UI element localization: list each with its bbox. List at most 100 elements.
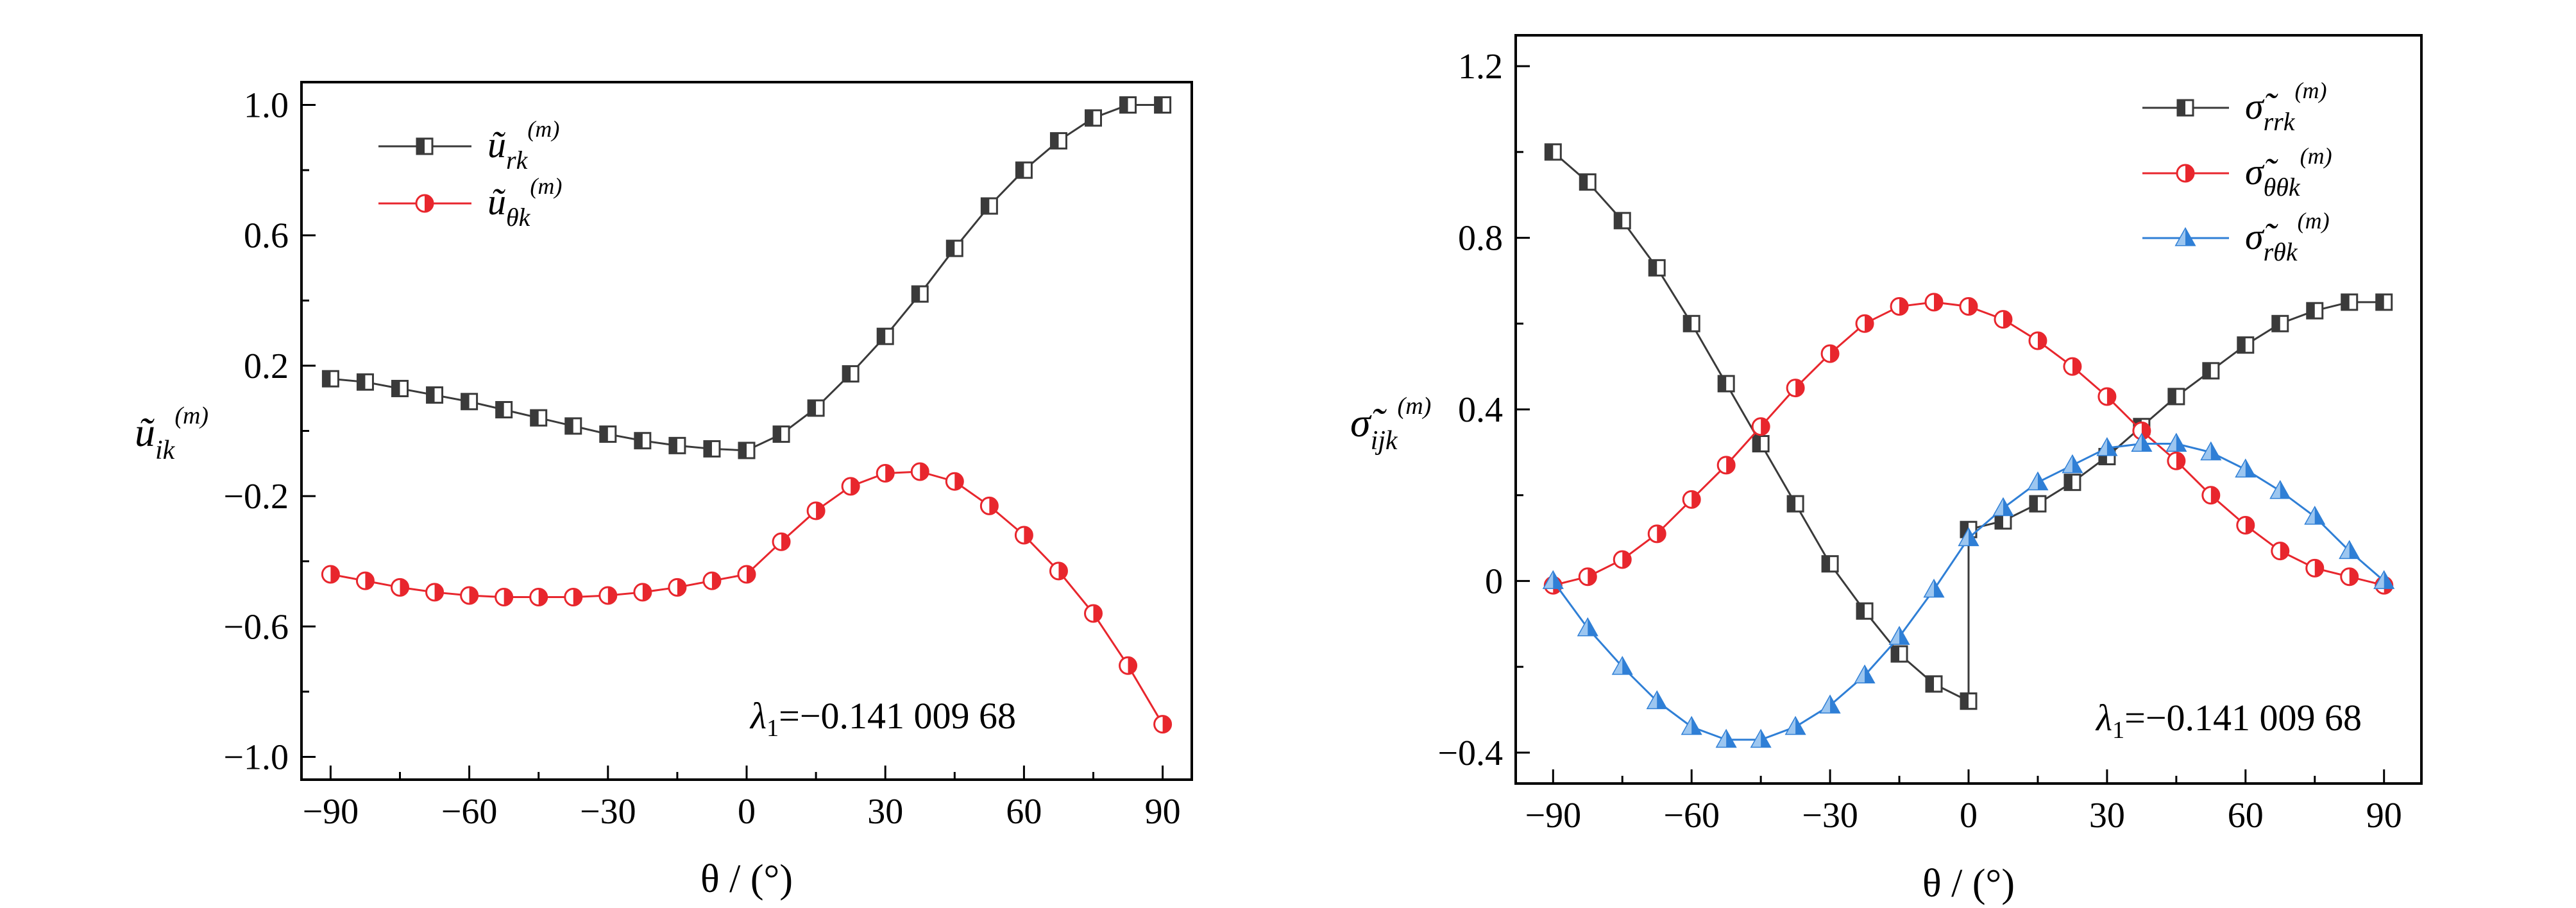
data-point — [1577, 617, 1598, 637]
data-point — [2305, 558, 2325, 578]
data-point — [2237, 336, 2255, 354]
data-point — [426, 386, 444, 404]
data-point — [1544, 143, 1562, 161]
data-point — [2167, 388, 2185, 406]
data-point — [1924, 293, 1944, 312]
series-0 — [1544, 143, 2393, 710]
data-point — [668, 436, 686, 454]
data-point — [807, 399, 825, 417]
series-1 — [321, 462, 1173, 734]
data-point — [979, 496, 999, 515]
x-tick-label: 0 — [1960, 796, 1978, 835]
x-tick-label: 30 — [2089, 796, 2125, 835]
y-tick-label: 0.8 — [1458, 219, 1503, 259]
data-point — [1750, 728, 1772, 748]
data-point — [2375, 293, 2393, 311]
data-point — [495, 588, 514, 607]
data-point — [1049, 132, 1067, 150]
data-point — [841, 477, 860, 496]
y-tick-label: 0.4 — [1458, 390, 1503, 430]
data-point — [425, 583, 445, 602]
data-point — [1716, 456, 1736, 475]
data-point — [1888, 626, 1910, 645]
data-point — [1578, 567, 1597, 587]
series-2 — [1542, 433, 2395, 748]
legend-marker-sigma-thetathetak — [2176, 164, 2195, 183]
data-point — [1925, 675, 1943, 693]
data-point — [1153, 715, 1173, 734]
data-point — [1014, 526, 1033, 545]
legend-marker-u-thetak — [415, 194, 434, 213]
data-point — [1579, 173, 1597, 191]
data-point — [1682, 490, 1701, 509]
data-point — [945, 472, 964, 491]
data-point — [2271, 542, 2290, 561]
x-tick-label: −60 — [441, 792, 498, 832]
x-axis-ticks: −90 −60 −30 0 30 60 90 — [1525, 769, 2402, 835]
data-point — [1648, 259, 1666, 277]
series-layer — [1542, 143, 2395, 748]
data-point — [1154, 96, 1172, 114]
legend-marker-shape — [2176, 164, 2195, 183]
series-line — [330, 104, 1163, 452]
data-point — [1682, 314, 1700, 332]
legend-marker-sigma-rrk — [2176, 99, 2194, 117]
data-point — [530, 409, 548, 427]
data-point — [355, 571, 375, 590]
data-point — [1821, 555, 1839, 573]
data-point — [1083, 604, 1103, 623]
data-point — [842, 365, 860, 383]
data-point — [634, 432, 652, 450]
legend-entry-sigma-rrk: σ̃rrk(m) — [2142, 78, 2326, 136]
data-point — [1681, 715, 1702, 735]
x-tick-label: 90 — [2366, 796, 2402, 835]
data-point — [598, 586, 618, 605]
data-point — [772, 532, 791, 551]
y-axis-ticks: −0.4 0 0.4 0.8 1.2 — [1437, 47, 1530, 773]
data-point — [1751, 417, 1770, 436]
data-point — [2028, 331, 2047, 350]
legend-label-u-thetak: ũθk(m) — [487, 173, 562, 232]
data-point — [2306, 302, 2324, 320]
data-point — [910, 462, 929, 481]
data-point — [1992, 497, 2014, 517]
data-point — [1854, 664, 1876, 684]
data-point — [2341, 293, 2359, 311]
data-point — [980, 197, 998, 215]
legend-entry-sigma-thetathetak: σ̃θθk(m) — [2142, 143, 2332, 201]
data-point — [2236, 516, 2255, 535]
series-0 — [321, 96, 1172, 459]
lambda-annotation: λ1=−0.141 009 68 — [749, 695, 1016, 742]
data-point — [668, 578, 687, 597]
data-point — [1923, 578, 1945, 598]
data-point — [2131, 433, 2153, 452]
legend-entry-u-rk: ũrk(m) — [378, 116, 559, 175]
data-point — [2202, 362, 2220, 380]
data-point — [945, 239, 963, 257]
y-tick-label: 1.0 — [244, 86, 289, 126]
x-tick-label: 0 — [738, 792, 756, 832]
data-point — [2167, 451, 2186, 470]
data-point — [529, 588, 548, 607]
x-tick-label: 60 — [2228, 796, 2264, 835]
x-axis-ticks: −90 −60 −30 0 30 60 90 — [303, 766, 1181, 832]
data-point — [633, 583, 652, 602]
data-point — [1890, 297, 1909, 316]
data-point — [1049, 561, 1068, 581]
data-point — [2096, 437, 2118, 456]
x-axis-label: θ / (°) — [1922, 862, 2015, 905]
y-tick-label: 0.6 — [244, 216, 289, 256]
x-tick-label: −30 — [580, 792, 636, 832]
data-point — [321, 565, 340, 584]
legend-label-sigma-thetathetak: σ̃θθk(m) — [2245, 143, 2332, 201]
data-point — [1613, 212, 1631, 230]
plot-frame — [300, 81, 1193, 781]
data-point — [1820, 344, 1840, 363]
data-point — [1994, 310, 2013, 329]
data-point — [772, 425, 790, 443]
series-1 — [1543, 293, 2394, 595]
legend-entry-sigma-rthetak: σ̃rθk(m) — [2142, 208, 2330, 266]
x-axis-label: θ / (°) — [700, 857, 793, 901]
data-point — [1542, 570, 1564, 589]
y-axis-ticks: −1.0 −0.6 −0.2 0.2 0.6 1.0 — [223, 86, 316, 777]
